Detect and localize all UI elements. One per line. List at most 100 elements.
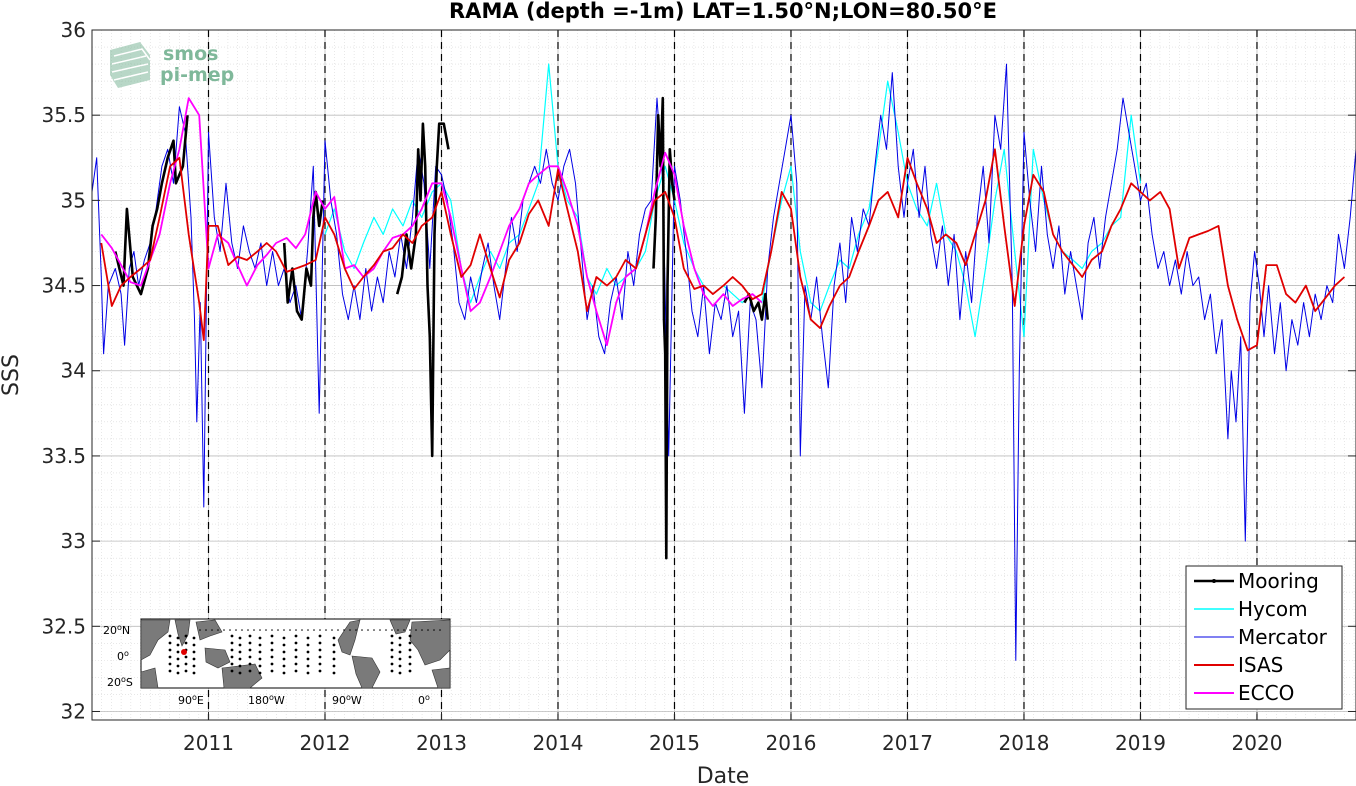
series-line-isas xyxy=(100,148,1346,352)
inset-buoy-dot xyxy=(306,643,310,647)
inset-dotted-line xyxy=(331,629,333,631)
inset-buoy-dot xyxy=(176,657,180,661)
inset-buoy-dot xyxy=(306,650,310,654)
inset-buoy-dot xyxy=(390,662,394,666)
inset-dotted-line xyxy=(373,629,375,631)
x-tick-label: 2018 xyxy=(999,731,1050,755)
inset-buoy-dot xyxy=(184,655,188,659)
inset-dotted-line xyxy=(307,629,309,631)
inset-buoy-dot xyxy=(258,650,262,654)
inset-buoy-dot xyxy=(248,641,252,645)
inset-buoy-dot xyxy=(282,636,286,640)
inset-landmasses xyxy=(140,619,451,689)
logo-text-pi-mep: pi-mep xyxy=(160,64,234,86)
inset-buoy-dot xyxy=(398,643,402,647)
inset-dotted-line xyxy=(271,629,273,631)
inset-buoy-dot xyxy=(282,664,286,668)
inset-buoy-dot xyxy=(168,648,172,652)
inset-dotted-line xyxy=(283,629,285,631)
legend: Mooring Hycom Mercator ISAS ECCO xyxy=(1185,565,1343,710)
inset-buoy-dot xyxy=(238,636,242,640)
inset-buoy-dot xyxy=(168,662,172,666)
inset-buoy-dot xyxy=(318,648,322,652)
inset-buoy-dot xyxy=(282,643,286,647)
inset-buoy-dot xyxy=(318,655,322,659)
legend-marker-mooring xyxy=(1212,579,1216,583)
inset-buoy-dot xyxy=(408,648,412,652)
inset-buoy-dot xyxy=(332,671,336,675)
chart-title: RAMA (depth =-1m) LAT=1.50°N;LON=80.50°E xyxy=(449,0,997,23)
inset-dotted-line xyxy=(313,629,315,631)
inset-dotted-line xyxy=(217,629,219,631)
x-tick-label: 2014 xyxy=(533,731,584,755)
x-tick-label: 2017 xyxy=(882,731,933,755)
inset-dotted-line xyxy=(325,629,327,631)
inset-dotted-line xyxy=(223,629,225,631)
legend-entry-isas: ISAS xyxy=(1194,653,1283,677)
inset-buoy-dot xyxy=(168,641,172,645)
inset-buoy-dot xyxy=(192,657,196,661)
inset-dotted-line xyxy=(289,629,291,631)
legend-label-isas: ISAS xyxy=(1238,653,1283,677)
smos-pi-mep-logo: smos pi-mep xyxy=(110,42,234,88)
inset-dotted-line xyxy=(379,629,381,631)
inset-dotted-line xyxy=(301,629,303,631)
x-tick-label: 2015 xyxy=(649,731,700,755)
inset-buoy-dot xyxy=(270,662,274,666)
inset-buoy-dot xyxy=(176,650,180,654)
inset-buoy-dot xyxy=(258,643,262,647)
y-tick-label: 34.5 xyxy=(41,274,86,298)
legend-label-hycom: Hycom xyxy=(1238,597,1308,621)
inset-x-label-90W: 90oW xyxy=(332,693,362,707)
series-line-mooring xyxy=(282,190,324,321)
inset-buoy-dot xyxy=(248,634,252,638)
inset-buoy-dot xyxy=(332,657,336,661)
inset-dotted-line xyxy=(205,629,207,631)
inset-buoy-dot xyxy=(318,641,322,645)
x-axis-ticks: 2011 2012 2013 2014 2015 2016 2017 2018 2019 2020 xyxy=(183,712,1282,755)
inset-dotted-line xyxy=(337,629,339,631)
inset-dotted-line xyxy=(319,629,321,631)
series-line-mooring xyxy=(652,96,676,560)
inset-dotted-line xyxy=(409,629,411,631)
series-mooring xyxy=(114,96,769,560)
inset-buoy-dot xyxy=(270,648,274,652)
inset-dotted-line xyxy=(265,629,267,631)
inset-buoy-dot xyxy=(306,657,310,661)
series-ecco xyxy=(100,97,763,347)
inset-buoy-dot xyxy=(408,662,412,666)
inset-dotted-line xyxy=(241,629,243,631)
y-tick-label: 36 xyxy=(61,18,86,42)
y-tick-label: 33.5 xyxy=(41,444,86,468)
inset-buoy-dot xyxy=(258,657,262,661)
inset-buoy-dot xyxy=(230,669,234,673)
inset-buoy-dot xyxy=(184,634,188,638)
inset-buoy-dot xyxy=(390,634,394,638)
inset-dotted-line xyxy=(385,629,387,631)
inset-buoy-dot xyxy=(332,643,336,647)
inset-dotted-line xyxy=(211,629,213,631)
inset-buoy-dot xyxy=(294,669,298,673)
inset-y-label-0: 0o xyxy=(117,649,129,663)
inset-buoy-dot xyxy=(398,650,402,654)
inset-buoy-dot xyxy=(192,643,196,647)
inset-dotted-line xyxy=(277,629,279,631)
inset-dotted-line xyxy=(259,629,261,631)
inset-buoy-dot xyxy=(238,664,242,668)
inset-buoy-dot xyxy=(294,648,298,652)
inset-buoy-dot xyxy=(294,662,298,666)
inset-buoy-dot xyxy=(398,657,402,661)
inset-dotted-line xyxy=(253,629,255,631)
inset-y-labels: 20oN 0o 20oS xyxy=(103,623,133,689)
inset-x-label-90E: 90oE xyxy=(178,693,204,707)
inset-buoy-dot xyxy=(238,650,242,654)
inset-buoy-dot xyxy=(294,641,298,645)
inset-dotted-line xyxy=(367,629,369,631)
inset-dotted-line xyxy=(343,629,345,631)
y-tick-label: 33 xyxy=(61,529,86,553)
inset-buoy-dot xyxy=(168,655,172,659)
inset-x-label-180W: 180oW xyxy=(248,693,285,707)
inset-buoy-dots xyxy=(168,629,441,675)
inset-dotted-line xyxy=(421,629,423,631)
